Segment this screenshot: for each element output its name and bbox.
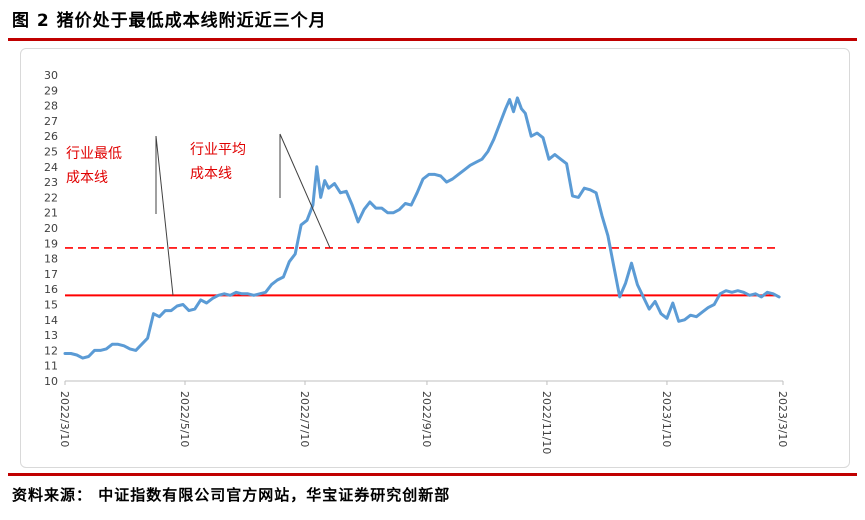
annotation-label: 行业最低	[66, 146, 122, 162]
y-axis-ticks: 10 11 12 13 14 15 16 17 18 19 20 21 22 23 24 25 26 27 28 29…	[44, 69, 58, 388]
series-line	[63, 96, 781, 360]
y-tick-label: 23	[44, 176, 58, 189]
x-tick-label: 2022/7/10	[298, 391, 311, 447]
x-tick-label: 2022/11/10	[540, 391, 553, 454]
y-tick-label: 30	[44, 69, 58, 82]
bottom-rule	[8, 473, 857, 476]
y-tick-label: 21	[44, 207, 58, 220]
x-tick-label: 2022/5/10	[178, 391, 191, 447]
x-tick-label: 2022/9/10	[420, 391, 433, 447]
y-tick-label: 10	[44, 375, 58, 388]
y-tick-label: 27	[44, 115, 58, 128]
annotation-label: 行业平均	[190, 142, 246, 158]
y-tick-label: 11	[44, 360, 58, 373]
y-tick-label: 26	[44, 130, 58, 143]
y-tick-label: 18	[44, 253, 58, 266]
x-tick-label: 2022/3/10	[58, 391, 71, 447]
y-tick-label: 22	[44, 191, 58, 204]
y-tick-label: 12	[44, 344, 58, 357]
y-tick-label: 24	[44, 161, 58, 174]
x-tick-label: 2023/3/10	[776, 391, 789, 447]
reference-lines	[65, 247, 777, 297]
figure-title: 图 2 猪价处于最低成本线附近近三个月	[12, 11, 327, 31]
source-note: 资料来源： 中证指数有限公司官方网站，华宝证券研究创新部	[12, 486, 451, 504]
x-tick-label: 2023/1/10	[660, 391, 673, 447]
y-tick-label: 25	[44, 146, 58, 159]
x-axis-ticks: 2022/3/10 2022/5/10 2022/7/10 2022/9/10 2022…	[58, 381, 789, 454]
annotation-label: 成本线	[190, 166, 232, 182]
y-tick-label: 15	[44, 299, 58, 312]
top-rule	[8, 38, 857, 41]
y-tick-label: 13	[44, 329, 58, 342]
annotation-pointer	[279, 133, 331, 249]
y-tick-label: 17	[44, 268, 58, 281]
y-tick-label: 14	[44, 314, 58, 327]
y-tick-label: 16	[44, 283, 58, 296]
annotation-pointer	[155, 135, 174, 296]
y-tick-label: 19	[44, 237, 58, 250]
annotation-label: 成本线	[66, 170, 108, 186]
series-group	[63, 96, 781, 360]
y-tick-label: 20	[44, 222, 58, 235]
chart-frame	[20, 48, 850, 468]
y-tick-label: 29	[44, 84, 58, 97]
y-tick-label: 28	[44, 100, 58, 113]
